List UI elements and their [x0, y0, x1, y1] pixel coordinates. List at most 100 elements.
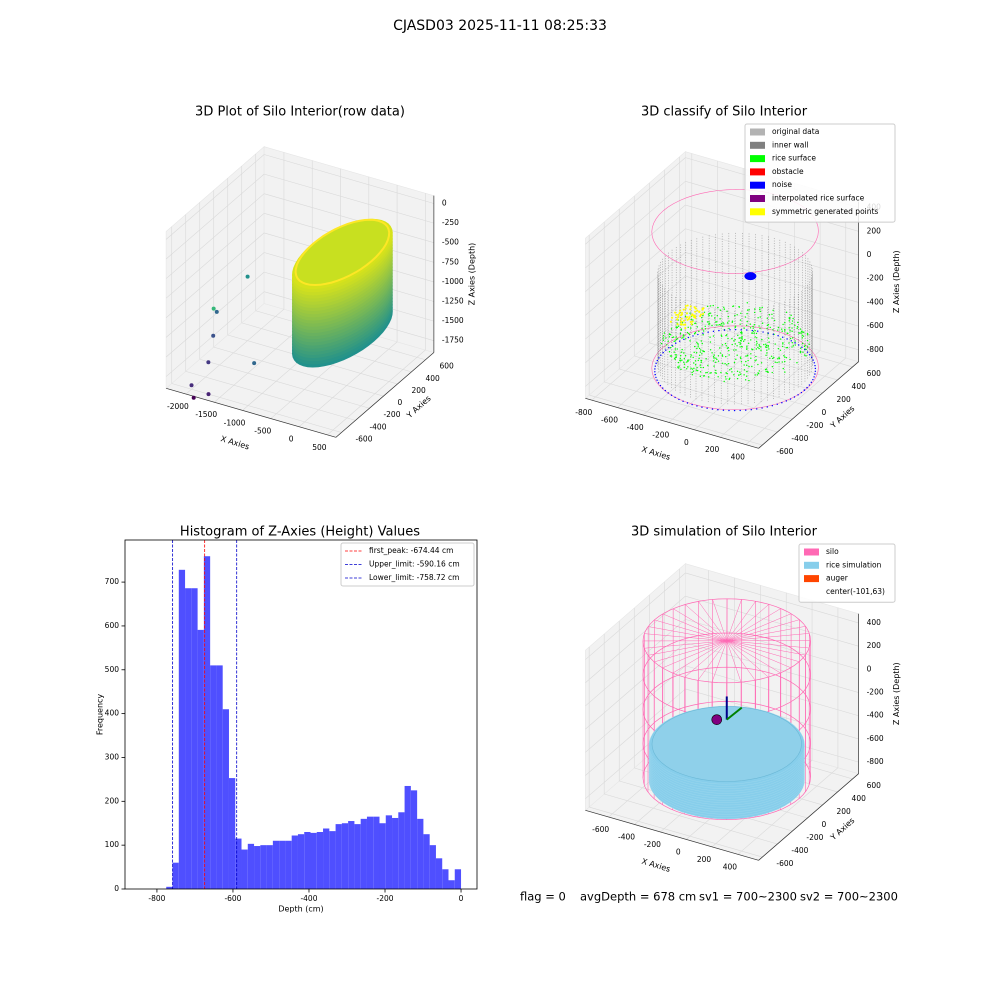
- rice-point: [695, 369, 698, 371]
- legend-label: interpolated rice surface: [772, 194, 865, 203]
- silo-wire: [726, 640, 781, 674]
- legend-swatch: [804, 548, 819, 556]
- rice-point: [779, 349, 782, 351]
- rice-point: [744, 379, 747, 381]
- rice-point: [781, 330, 783, 332]
- grid-line: [165, 154, 265, 240]
- rice-point: [799, 347, 802, 349]
- bar: [241, 849, 248, 889]
- noise-point: [662, 387, 664, 389]
- x-tick-label: -200: [644, 840, 661, 849]
- rice-point: [700, 366, 702, 369]
- axis-line: [758, 773, 859, 861]
- rice-point: [673, 351, 675, 353]
- rice-point: [751, 332, 754, 334]
- rice-point: [722, 322, 724, 324]
- axis-line: [335, 352, 435, 438]
- outlier-point: [211, 333, 216, 338]
- grid-line: [165, 291, 265, 377]
- rice-point: [675, 354, 678, 356]
- rice-point: [685, 338, 687, 340]
- rice-point: [757, 372, 759, 374]
- rice-point: [721, 355, 724, 357]
- legend-label: auger: [826, 574, 849, 583]
- noise-point: [656, 379, 658, 381]
- grid-line: [634, 355, 808, 407]
- rice-point: [746, 354, 749, 356]
- rice-point: [704, 325, 706, 327]
- rice-point: [802, 351, 804, 353]
- silo-wire: [662, 613, 727, 642]
- rice-point: [699, 351, 702, 353]
- grid-line: [585, 181, 686, 269]
- x-tick-label: 400: [723, 862, 738, 871]
- rice-point: [676, 348, 678, 350]
- symmetric-point: [677, 316, 680, 319]
- rice-point: [739, 331, 742, 334]
- rice-point: [701, 316, 703, 319]
- legend-box: [798, 543, 896, 603]
- rice-point: [757, 317, 759, 319]
- rice-point: [725, 378, 727, 380]
- symmetric-point: [685, 316, 688, 319]
- symmetric-point: [691, 313, 694, 316]
- rice-point: [698, 357, 700, 360]
- z-tick-label: 200: [867, 226, 882, 235]
- rice-point: [673, 340, 675, 343]
- rice-point: [749, 323, 752, 325]
- grid-line: [327, 349, 426, 436]
- rice-point: [680, 355, 682, 357]
- z-tick-label: 400: [867, 618, 882, 627]
- rice-point: [723, 323, 725, 325]
- x-axis-label: Depth (cm): [278, 905, 323, 914]
- rice-point: [679, 359, 681, 362]
- legend-box: [744, 123, 896, 223]
- grid-line: [165, 252, 265, 338]
- rice-point: [746, 345, 748, 347]
- rice-point: [717, 376, 719, 378]
- grid-line: [685, 204, 859, 256]
- noise-point: [762, 331, 764, 333]
- silo-wire: [726, 640, 791, 668]
- rice-point: [734, 343, 737, 345]
- noise-point: [682, 400, 684, 402]
- rice-point: [803, 331, 805, 334]
- rice-point: [805, 348, 807, 351]
- rice-point: [806, 346, 809, 348]
- rice-point: [726, 322, 729, 324]
- rice-point: [703, 311, 706, 313]
- rice-point: [765, 370, 767, 373]
- noise-point: [697, 333, 699, 336]
- noise-point: [723, 329, 726, 331]
- rice-point: [688, 333, 691, 336]
- rice-point: [713, 354, 715, 356]
- rice-point: [703, 350, 705, 353]
- y-tick-label: 200: [105, 796, 120, 805]
- noise-point: [781, 402, 783, 404]
- point-cloud: [294, 218, 391, 287]
- rice-point: [697, 346, 699, 348]
- rice-point: [691, 374, 694, 376]
- y-tick-label: 600: [105, 621, 120, 630]
- x-tick-label: -600: [601, 416, 618, 425]
- rice-point: [676, 338, 679, 340]
- bar: [297, 834, 305, 889]
- rice-point: [736, 354, 738, 356]
- rice-point: [753, 332, 755, 335]
- rice-point: [709, 336, 711, 338]
- noise-point: [804, 348, 806, 351]
- rice-point: [756, 342, 758, 344]
- noise-point: [785, 400, 788, 402]
- grid-line: [685, 228, 859, 280]
- symmetric-point: [679, 309, 682, 312]
- rice-point: [748, 365, 750, 368]
- silo-wire: [648, 626, 727, 642]
- z-tick-label: 0: [867, 664, 872, 673]
- rice-point: [722, 325, 724, 327]
- rice-point: [740, 312, 742, 315]
- noise-point: [812, 359, 814, 361]
- rice-point: [697, 344, 699, 346]
- rice-point: [766, 352, 768, 354]
- rice-point: [745, 355, 747, 357]
- rice-point: [754, 374, 756, 376]
